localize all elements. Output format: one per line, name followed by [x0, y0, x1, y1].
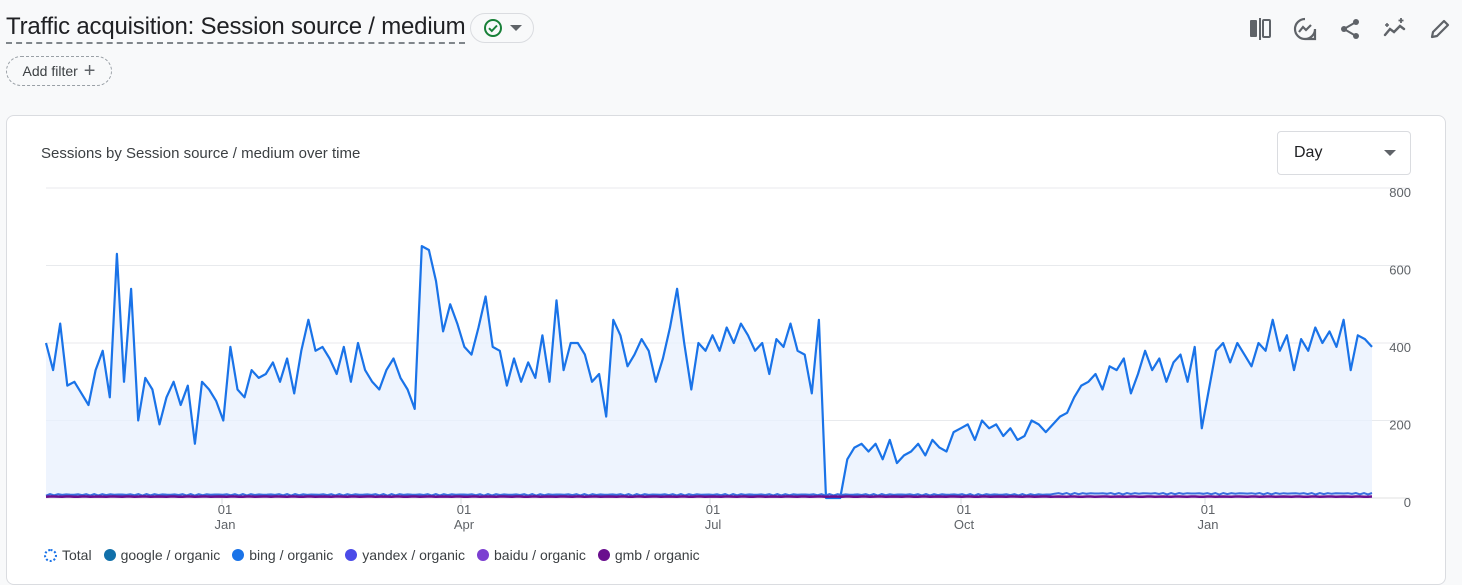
legend-item-total[interactable]: Total — [44, 547, 92, 563]
google-organic-area — [46, 246, 1372, 498]
svg-text:Jan: Jan — [1198, 517, 1219, 532]
dotted-circle-icon — [44, 549, 57, 562]
dot-icon — [598, 549, 610, 561]
y-axis: 0 200 400 600 800 — [1389, 185, 1411, 510]
svg-text:01: 01 — [218, 502, 232, 517]
dot-icon — [345, 549, 357, 561]
legend-item-google[interactable]: google / organic — [104, 547, 221, 563]
svg-text:01: 01 — [457, 502, 471, 517]
legend-item-bing[interactable]: bing / organic — [232, 547, 333, 563]
svg-text:Oct: Oct — [954, 517, 975, 532]
svg-text:01: 01 — [706, 502, 720, 517]
svg-text:01: 01 — [957, 502, 971, 517]
legend-item-gmb[interactable]: gmb / organic — [598, 547, 700, 563]
svg-text:0: 0 — [1404, 495, 1411, 510]
legend-item-yandex[interactable]: yandex / organic — [345, 547, 465, 563]
svg-text:800: 800 — [1389, 185, 1411, 200]
legend-item-baidu[interactable]: baidu / organic — [477, 547, 586, 563]
dot-icon — [477, 549, 489, 561]
svg-text:400: 400 — [1389, 340, 1411, 355]
dot-icon — [232, 549, 244, 561]
dot-icon — [104, 549, 116, 561]
svg-text:Jul: Jul — [705, 517, 722, 532]
svg-text:200: 200 — [1389, 418, 1411, 433]
chart-legend: Total google / organic bing / organic ya… — [44, 547, 700, 563]
svg-text:01: 01 — [1201, 502, 1215, 517]
svg-text:600: 600 — [1389, 263, 1411, 278]
svg-text:Jan: Jan — [215, 517, 236, 532]
svg-text:Apr: Apr — [454, 517, 475, 532]
